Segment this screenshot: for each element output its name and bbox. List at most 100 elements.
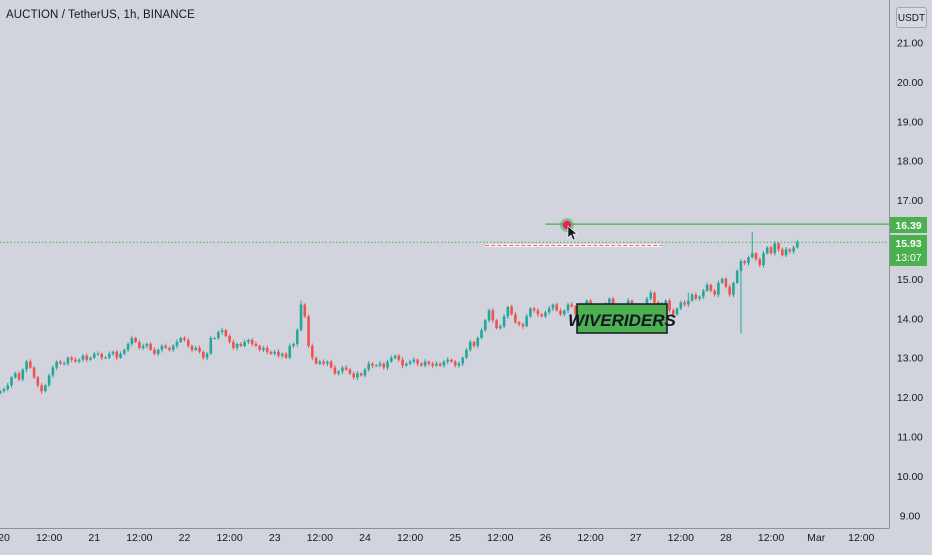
candle-body	[273, 351, 277, 354]
candle-body	[551, 304, 555, 309]
candle-body	[134, 338, 137, 342]
price-tick-label: 20.00	[897, 77, 923, 89]
bar-countdown-label: 13:07	[895, 252, 921, 264]
candle-body	[258, 345, 261, 350]
candle-body	[179, 338, 183, 342]
candle-body	[720, 278, 724, 283]
candle-body	[401, 359, 404, 366]
candle-body	[784, 249, 788, 256]
candle-body	[205, 353, 209, 358]
time-tick-label: 12:00	[487, 532, 513, 544]
candle-body	[690, 294, 694, 301]
candle-body	[107, 353, 111, 358]
candle-body	[532, 308, 536, 311]
candle-body	[544, 312, 547, 317]
candle-body	[164, 345, 167, 348]
candle-body	[468, 341, 472, 350]
candle-body	[284, 353, 288, 358]
candle-body	[694, 294, 698, 299]
candle-body	[517, 322, 521, 325]
candle-body	[277, 351, 280, 356]
candle-body	[348, 369, 352, 374]
time-tick-label: 25	[449, 532, 461, 544]
time-tick-label: 22	[179, 532, 191, 544]
candle-body	[175, 341, 179, 346]
symbol-title[interactable]: AUCTION / TetherUS, 1h, BINANCE	[6, 9, 195, 21]
candle-body	[367, 363, 371, 370]
candle-body	[705, 284, 709, 291]
candle-body	[465, 349, 468, 358]
candle-body	[55, 361, 58, 368]
price-tick-label: 17.00	[897, 195, 923, 207]
candle-body	[781, 249, 784, 256]
time-tick-label: 28	[720, 532, 732, 544]
candle-body	[217, 332, 220, 338]
candle-body	[777, 243, 780, 250]
candle-body	[423, 361, 427, 366]
candle-body	[232, 341, 235, 348]
candle-body	[13, 373, 17, 378]
candle-body	[51, 367, 55, 376]
candle-body	[645, 298, 649, 307]
candle-body	[499, 326, 502, 329]
candle-body	[389, 357, 393, 362]
candle-body	[25, 361, 28, 370]
candle-body	[382, 363, 386, 368]
price-tick-label: 21.00	[897, 38, 923, 50]
price-tick-label: 18.00	[897, 156, 923, 168]
candle-body	[547, 308, 551, 313]
price-tick-label: 14.00	[897, 313, 923, 325]
time-tick-label: 12:00	[216, 532, 242, 544]
candle-body	[472, 341, 476, 346]
price-tick-label: 10.00	[897, 471, 923, 483]
candle-body	[77, 359, 81, 362]
candle-body	[747, 257, 750, 264]
candle-body	[96, 353, 100, 355]
candle-body	[322, 361, 325, 364]
time-tick-label: 27	[630, 532, 642, 544]
candle-body	[431, 363, 434, 366]
candle-body	[562, 310, 566, 315]
candle-body	[374, 365, 378, 367]
candle-body	[356, 373, 359, 378]
candle-body	[675, 308, 679, 315]
currency-selector[interactable]: USDT	[896, 7, 927, 28]
candle-body	[412, 359, 416, 362]
candle-body	[318, 361, 322, 364]
candle-body	[724, 278, 728, 287]
wiveriders-box	[576, 303, 668, 334]
price-tick-label: 13.00	[897, 353, 923, 365]
candle-body	[363, 369, 367, 376]
candle-body	[62, 363, 66, 365]
candle-body	[435, 363, 438, 366]
candle-body	[679, 302, 683, 309]
candle-body	[405, 363, 408, 366]
candle-body	[393, 355, 397, 358]
candle-body	[220, 330, 224, 333]
candle-body	[495, 320, 498, 329]
time-tick-label: 26	[540, 532, 552, 544]
candle-body	[446, 359, 449, 362]
time-tick-label: 12:00	[36, 532, 62, 544]
candle-body	[156, 349, 160, 354]
candle-body	[311, 345, 314, 358]
candle-body	[438, 363, 442, 366]
candle-body	[119, 353, 122, 358]
candle-body	[427, 361, 431, 364]
candle-body	[750, 253, 754, 258]
resistance-zone[interactable]	[485, 243, 662, 247]
candle-body	[288, 345, 292, 358]
candle-body	[525, 316, 528, 327]
candle-body	[386, 361, 389, 368]
candle-body	[506, 306, 510, 317]
candle-body	[295, 330, 299, 344]
candle-body	[145, 343, 149, 346]
candle-body	[341, 367, 344, 372]
candle-body	[228, 336, 231, 342]
target-price-label: 16.39	[895, 220, 921, 232]
candle-body	[130, 338, 134, 344]
candle-body	[608, 298, 611, 305]
axes-layer	[0, 0, 890, 529]
